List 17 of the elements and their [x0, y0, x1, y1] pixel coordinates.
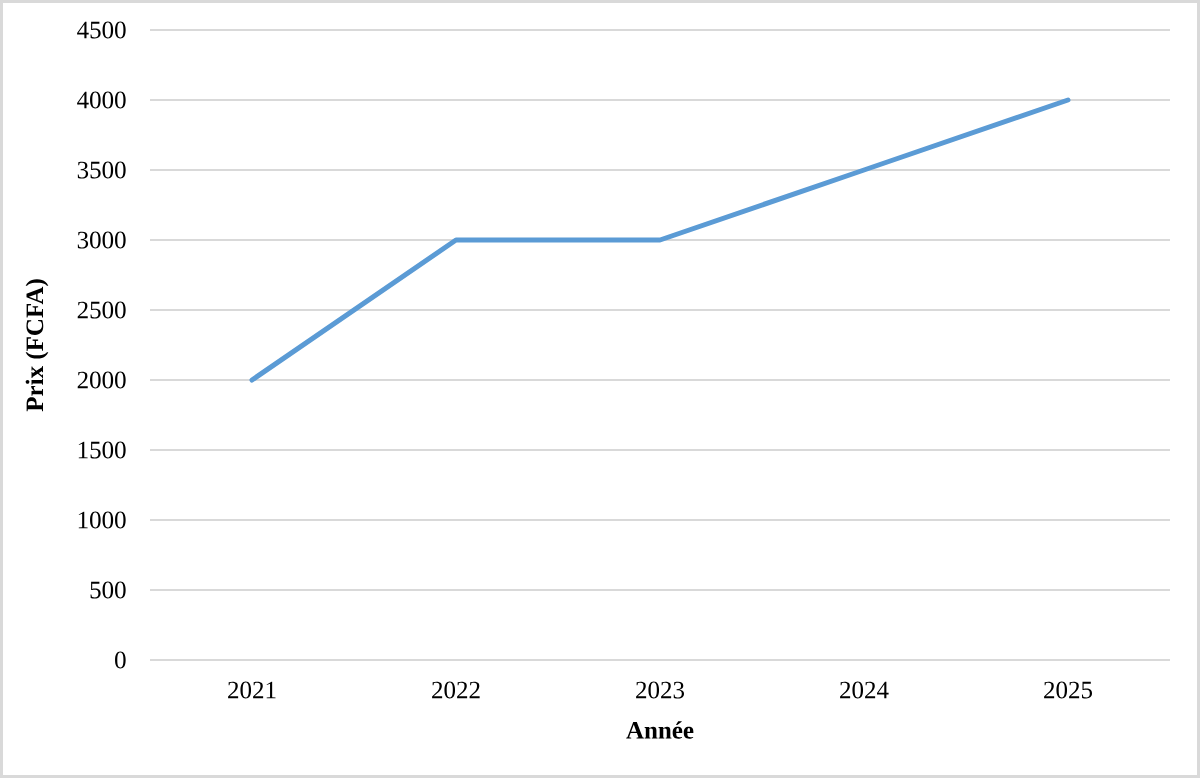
x-tick-label: 2022: [432, 681, 480, 699]
x-tick-label: 2024: [840, 681, 889, 699]
y-tick-label: 500: [90, 581, 126, 599]
x-axis-title: Année: [626, 721, 694, 739]
x-tick-label: 2021: [228, 681, 276, 699]
y-tick-label: 4500: [77, 21, 126, 39]
y-axis-title: Prix (FCFA): [25, 279, 49, 412]
x-tick-label: 2023: [636, 681, 685, 699]
y-tick-label: 3000: [77, 231, 126, 249]
y-tick-label: 0: [115, 651, 126, 669]
y-tick-label: 1500: [78, 441, 126, 459]
y-tick-label: 2500: [77, 301, 126, 319]
x-tick-label: 2025: [1044, 681, 1093, 699]
y-tick-label: 2000: [77, 371, 126, 389]
y-tick-label: 1000: [78, 511, 126, 529]
y-tick-label: 4000: [77, 91, 126, 109]
y-tick-label: 3500: [77, 161, 126, 179]
